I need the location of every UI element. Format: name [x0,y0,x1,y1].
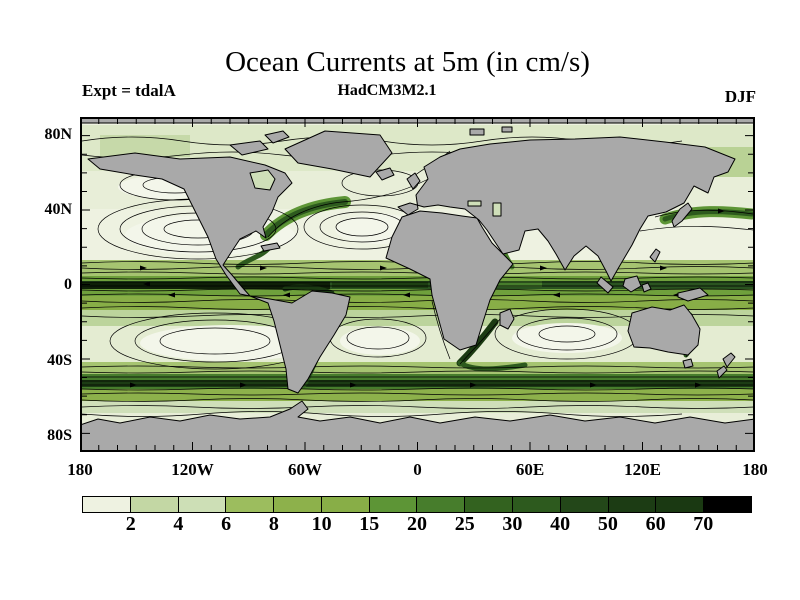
colorbar-cell [464,497,513,512]
model-label: HadCM3M2.1 [337,82,437,99]
colorbar-level-label: 50 [597,513,618,535]
chart-title: Ocean Currents at 5m (in cm/s) [225,46,590,78]
colorbar-cell [225,497,274,512]
colorbar-level-label: 6 [221,513,232,535]
colorbar-level-label: 8 [268,513,279,535]
colorbar-cell [129,497,178,512]
colorbar-level-label: 25 [454,513,475,535]
y-tick-label: 80N [44,126,72,143]
experiment-label: Expt = tdalA [82,81,176,100]
colorbar-cell [512,497,560,512]
colorbar-level-label: 20 [407,513,427,535]
colorbar [82,496,752,513]
x-tick-label: 0 [413,460,422,479]
colorbar-cell [368,497,417,512]
map-panel [79,117,758,453]
x-tick-label: 120E [624,460,661,479]
colorbar-labels: 2 4 6 8 10 15 20 25 30 40 50 60 70 [83,513,753,539]
colorbar-level-label: 60 [645,513,666,535]
colorbar-cell [320,497,369,512]
colorbar-cell [273,497,321,512]
x-tick-label: 120W [171,460,214,479]
x-tick-label: 180 [742,460,768,479]
season-label: DJF [724,87,756,106]
streamlines [81,136,755,417]
y-tick-label: 0 [64,276,72,293]
colorbar-cell [607,497,656,512]
colorbar-cell [559,497,608,512]
colorbar-level-label: 2 [125,513,136,535]
colorbar-level-label: 30 [502,513,523,535]
y-tick-label: 40S [47,352,72,369]
colorbar-level-label: 15 [359,513,380,535]
colorbar-level-label: 40 [550,513,571,535]
colorbar-cell [177,497,226,512]
x-tick-label: 60E [515,460,545,479]
y-tick-label: 40N [44,201,72,218]
colorbar-cell [416,497,465,512]
x-tick-label: 60W [288,460,322,479]
map-ticks [82,119,753,450]
colorbar-cell [703,497,751,512]
colorbar-cell [83,497,130,512]
colorbar-level-label: 70 [693,513,714,535]
y-tick-label: 80S [47,427,72,444]
colorbar-cell [655,497,704,512]
x-tick-label: 180 [67,460,93,479]
colorbar-level-label: 10 [311,513,332,535]
map-frame [80,117,755,452]
colorbar-level-label: 4 [173,513,184,535]
world-map [79,117,758,453]
